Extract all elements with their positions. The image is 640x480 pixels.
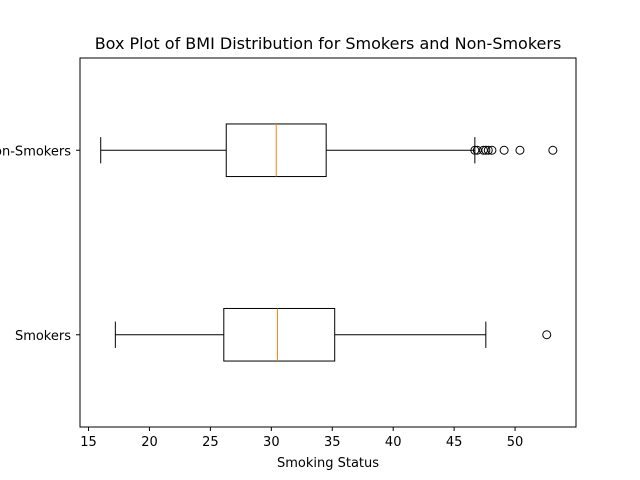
plot-area-frame [79, 57, 577, 428]
outlier-point [499, 145, 509, 155]
outlier-point [478, 145, 488, 155]
y-tick-label: Smokers [15, 329, 71, 344]
y-axis: Non-Smokers Smokers [0, 144, 80, 344]
x-tick-label: 50 [507, 435, 524, 450]
outlier-point [472, 145, 482, 155]
x-axis: 15 20 25 30 35 40 45 50 [80, 427, 523, 450]
outlier-point [483, 145, 493, 155]
box-group-non-smokers [100, 123, 558, 178]
x-tick-label: 30 [263, 435, 280, 450]
outlier-point [481, 145, 491, 155]
outlier-point [542, 330, 552, 340]
box-group-smokers [114, 307, 552, 362]
y-tick-label: Non-Smokers [0, 144, 71, 159]
outlier-point [548, 145, 558, 155]
x-tick-label: 35 [324, 435, 341, 450]
x-tick-label: 15 [80, 435, 97, 450]
x-tick-label: 20 [141, 435, 158, 450]
x-tick-label: 25 [202, 435, 219, 450]
outlier-point [515, 145, 525, 155]
outlier-point [487, 145, 497, 155]
chart-title: Box Plot of BMI Distribution for Smokers… [95, 34, 562, 53]
x-axis-label: Smoking Status [277, 456, 379, 471]
x-tick-label: 45 [446, 435, 463, 450]
chart-marks [100, 123, 558, 362]
iqr-box [223, 307, 336, 362]
x-tick-label: 40 [385, 435, 402, 450]
outlier-point [470, 145, 480, 155]
